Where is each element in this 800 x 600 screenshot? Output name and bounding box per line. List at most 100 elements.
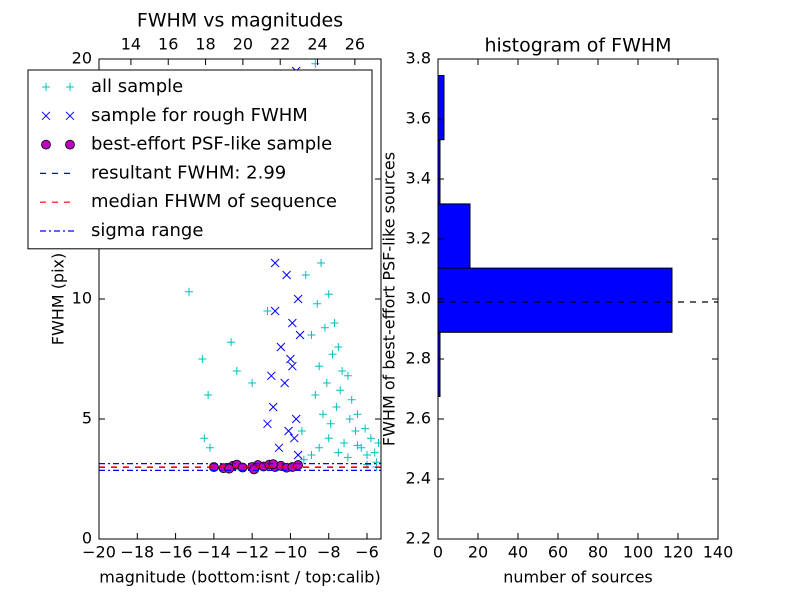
legend-label: sigma range bbox=[91, 220, 203, 241]
x2-tick-label: 14 bbox=[121, 35, 141, 54]
legend-box bbox=[27, 69, 373, 250]
x-tick-label: −14 bbox=[197, 543, 231, 562]
x-tick-label: 140 bbox=[703, 543, 734, 562]
marker-x bbox=[286, 354, 295, 364]
marker-x bbox=[288, 361, 297, 371]
marker-x bbox=[293, 450, 303, 460]
marker-plus bbox=[317, 259, 326, 267]
legend-marker bbox=[41, 139, 51, 150]
marker-x bbox=[266, 371, 276, 381]
marker-plus bbox=[299, 455, 308, 464]
histogram-bar bbox=[437, 203, 471, 269]
x-tick-label: −8 bbox=[317, 543, 341, 562]
marker-x bbox=[284, 426, 293, 436]
marker-plus bbox=[370, 448, 379, 457]
marker-plus bbox=[198, 355, 207, 363]
marker-plus bbox=[334, 343, 343, 351]
marker-plus bbox=[343, 453, 352, 462]
x-tick-label: −10 bbox=[274, 543, 308, 562]
x-tick-label: 0 bbox=[433, 543, 443, 562]
marker-plus bbox=[324, 434, 333, 443]
chart-title: FWHM vs magnitudes bbox=[137, 10, 343, 32]
marker-plus bbox=[334, 448, 343, 457]
legend-label: all sample bbox=[91, 76, 183, 97]
x-tick-label: 100 bbox=[623, 543, 654, 562]
marker-plus bbox=[206, 443, 215, 452]
marker-plus bbox=[361, 424, 370, 433]
marker-plus bbox=[315, 362, 324, 371]
y-tick-label: 2.2 bbox=[406, 529, 431, 548]
x-tick-label: −12 bbox=[235, 543, 269, 562]
y-tick-label: 3.8 bbox=[406, 49, 431, 68]
marker-plus bbox=[320, 323, 329, 332]
x-tick-label: −6 bbox=[355, 543, 379, 562]
x2-tick-label: 26 bbox=[345, 35, 365, 54]
marker-circle bbox=[224, 463, 235, 474]
marker-plus bbox=[353, 410, 362, 419]
marker-circle bbox=[293, 460, 304, 470]
histogram-bar bbox=[437, 75, 445, 141]
x-tick-label: 20 bbox=[468, 543, 488, 562]
x-tick-label: −20 bbox=[82, 543, 116, 562]
marker-x bbox=[268, 402, 278, 412]
legend-label: resultant FWHM: 2.99 bbox=[91, 162, 286, 183]
legend-marker bbox=[65, 139, 75, 150]
marker-x bbox=[274, 443, 284, 453]
marker-plus bbox=[353, 441, 362, 450]
marker-plus bbox=[340, 439, 349, 447]
marker-x bbox=[289, 433, 299, 443]
marker-x bbox=[270, 306, 280, 316]
x2-tick-label: 22 bbox=[270, 35, 290, 54]
x-tick-label: −16 bbox=[159, 543, 193, 562]
marker-plus bbox=[374, 439, 381, 447]
marker-plus bbox=[301, 271, 310, 279]
y-axis-label: FWHM (pix) bbox=[49, 253, 68, 346]
y-tick-label: 2.6 bbox=[406, 409, 431, 428]
x-axis-label: number of sources bbox=[503, 568, 653, 587]
marker-x bbox=[291, 414, 301, 424]
marker-plus bbox=[311, 391, 320, 399]
y-tick-label: 5 bbox=[82, 409, 92, 428]
x-tick-label: −18 bbox=[120, 543, 154, 562]
marker-plus bbox=[343, 371, 352, 380]
marker-plus bbox=[307, 451, 316, 459]
marker-plus bbox=[232, 367, 241, 375]
marker-x bbox=[280, 378, 290, 388]
legend-marker bbox=[41, 111, 51, 121]
marker-x bbox=[282, 270, 291, 280]
x-axis-label: magnitude (bottom:isnt / top:calib) bbox=[99, 568, 380, 587]
marker-x bbox=[293, 294, 303, 304]
marker-plus bbox=[248, 379, 257, 387]
x2-tick-label: 24 bbox=[307, 35, 327, 54]
x-tick-label: 60 bbox=[548, 543, 568, 562]
marker-x bbox=[276, 342, 286, 352]
x-tick-label: 80 bbox=[588, 543, 608, 562]
marker-x bbox=[295, 330, 305, 340]
marker-plus bbox=[184, 287, 193, 296]
marker-plus bbox=[297, 427, 306, 435]
marker-plus bbox=[330, 319, 339, 327]
y-tick-label: 3.4 bbox=[406, 169, 431, 188]
y-tick-label: 3.0 bbox=[406, 289, 431, 308]
marker-plus bbox=[363, 451, 372, 459]
legend-label: median FHWM of sequence bbox=[91, 191, 337, 212]
y-tick-label: 2.8 bbox=[406, 349, 431, 368]
histogram-bar bbox=[437, 267, 673, 333]
marker-plus bbox=[336, 386, 345, 395]
marker-plus bbox=[315, 443, 324, 452]
x2-tick-label: 16 bbox=[158, 35, 178, 54]
marker-x bbox=[263, 419, 272, 429]
marker-plus bbox=[204, 391, 213, 399]
x2-tick-label: 18 bbox=[195, 35, 215, 54]
marker-circle bbox=[249, 464, 259, 475]
legend-marker bbox=[66, 83, 74, 91]
y-tick-label: 0 bbox=[82, 529, 92, 548]
y-axis-label: FWHM of best-effort PSF-like sources bbox=[380, 152, 399, 446]
chart-title: histogram of FWHM bbox=[484, 35, 671, 57]
legend-label: best-effort PSF-like sample bbox=[91, 134, 332, 155]
y-tick-label: 3.6 bbox=[406, 109, 431, 128]
legend-marker bbox=[65, 111, 75, 121]
y-tick-label: 10 bbox=[72, 289, 92, 308]
marker-plus bbox=[263, 307, 272, 315]
